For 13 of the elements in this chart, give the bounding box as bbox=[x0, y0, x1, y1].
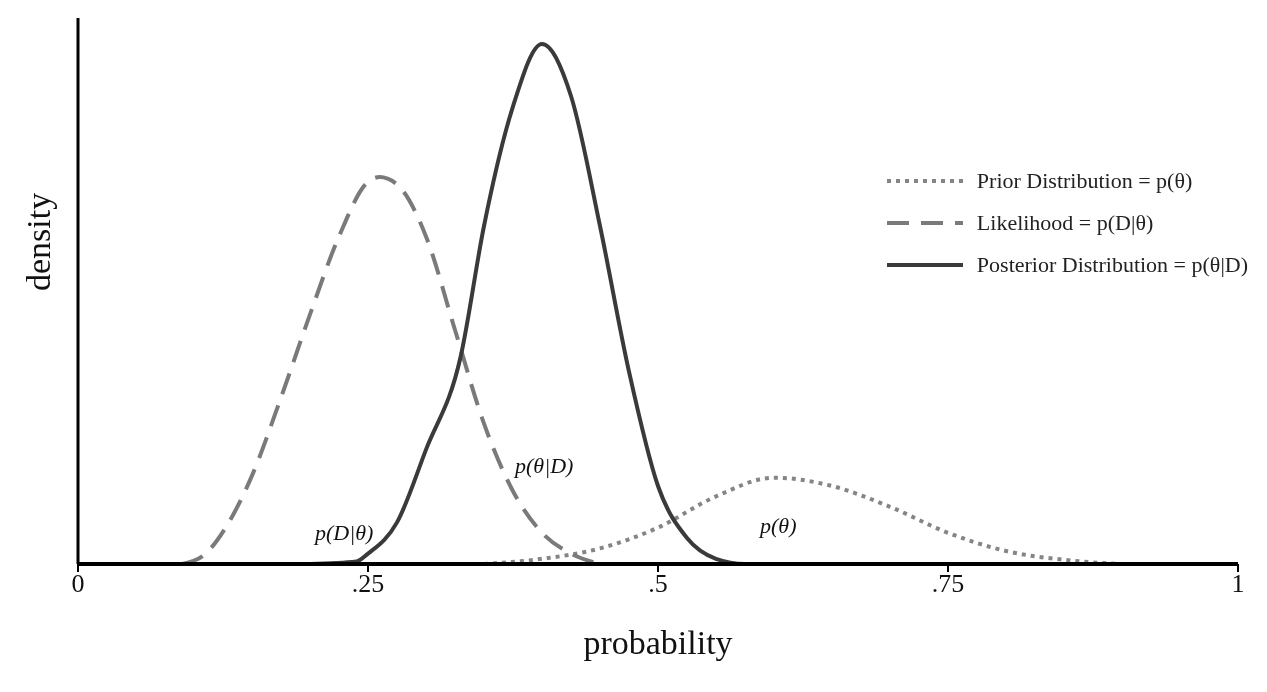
x-axis-title: probability bbox=[583, 624, 733, 661]
annotation: p(θ|D) bbox=[513, 453, 576, 479]
x-tick-label: .75 bbox=[931, 569, 965, 599]
x-tick-label: .25 bbox=[351, 569, 385, 599]
x-tick-label: 0 bbox=[71, 569, 85, 599]
legend-label: Prior Distribution = p(θ) bbox=[976, 168, 1193, 194]
annotation: p(D|θ) bbox=[313, 520, 376, 546]
legend-label: Posterior Distribution = p(θ|D) bbox=[976, 252, 1248, 278]
x-tick-label: 1 bbox=[1231, 569, 1245, 599]
x-tick-label: .5 bbox=[648, 569, 668, 599]
annotation: p(θ) bbox=[758, 513, 799, 539]
y-axis-title: density bbox=[20, 192, 58, 291]
legend-label: Likelihood = p(D|θ) bbox=[976, 210, 1154, 236]
